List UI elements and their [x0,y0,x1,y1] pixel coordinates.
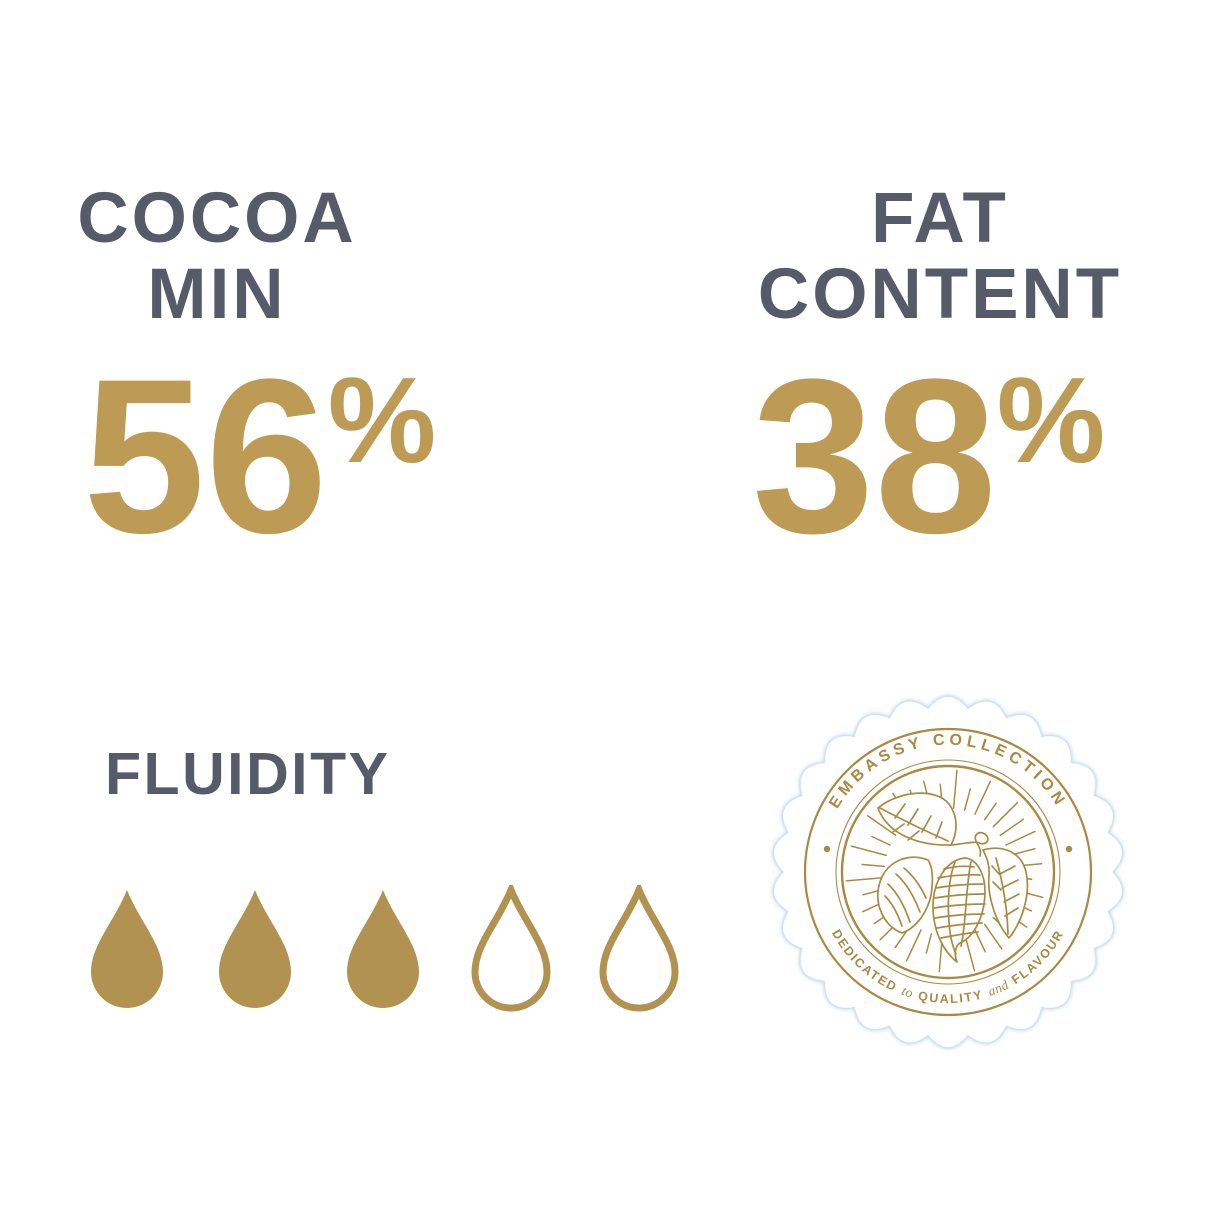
seal-inner-ring-thick [840,764,1056,980]
teardrop-icon [471,885,551,1012]
fat-content-percent-sign: % [996,352,1106,488]
fat-content-label: FAT CONTENT [740,181,1140,333]
cocoa-min-label-line1: COCOA [77,179,357,258]
cocoa-min-number: 56 [83,333,328,579]
cocoa-min-percent-sign: % [327,352,437,488]
teardrop-icon [599,885,679,1012]
fat-content-value: 38% [752,346,1105,566]
seal-inner-ring-thin [835,759,1061,985]
fat-content-number: 38 [752,333,997,579]
seal-outer-ring [803,727,1093,1017]
cocoa-min-label-line2: MIN [147,255,287,334]
cocoa-pods-icon [877,792,1029,963]
seal-svg: EMBASSY COLLECTION DEDICATEDto QUALITYand… [772,695,1124,1049]
fluidity-label: FLUIDITY [105,741,391,807]
fat-content-label-line2: CONTENT [757,255,1123,334]
teardrop-icon [347,890,419,1008]
teardrop-icon [91,890,163,1008]
cocoa-min-value: 56% [83,346,436,566]
embassy-collection-seal: EMBASSY COLLECTION DEDICATEDto QUALITYand… [768,692,1128,1052]
seal-right-dot [1065,845,1073,853]
fat-content-label-line1: FAT [871,179,1009,258]
seal-left-dot [823,845,831,853]
teardrop-icon [219,890,291,1008]
fluidity-drops [83,885,683,1015]
cocoa-min-label: COCOA MIN [40,181,394,333]
